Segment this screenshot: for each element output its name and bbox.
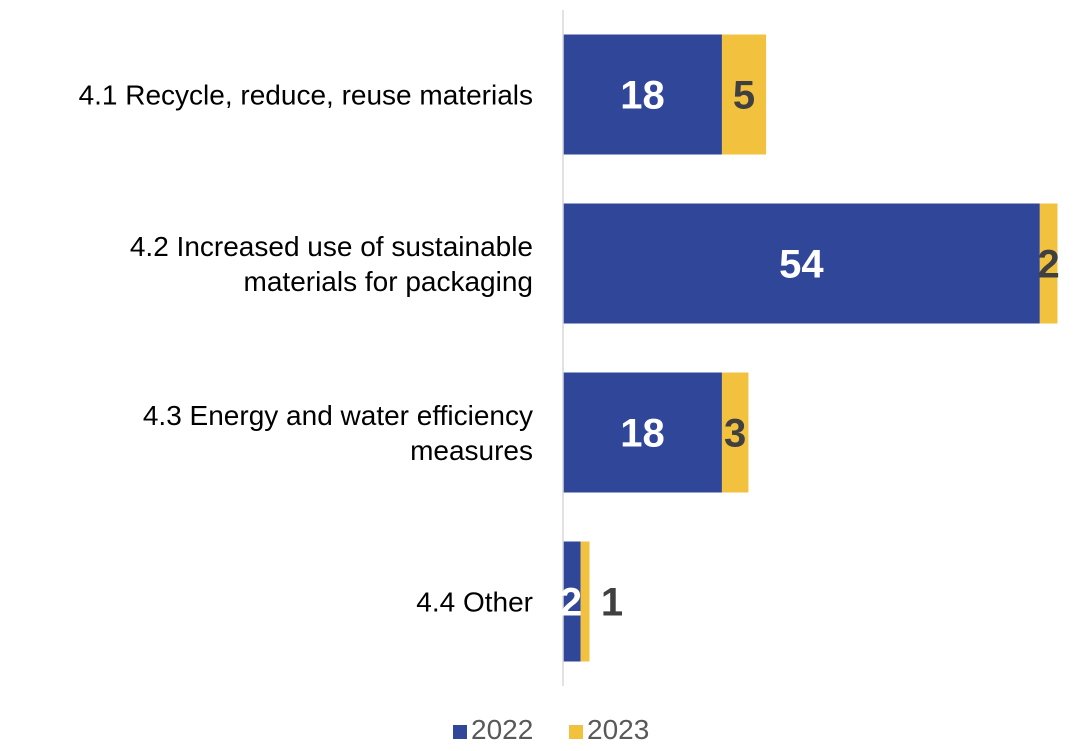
data-label-2022-1: 54 bbox=[779, 243, 824, 287]
bars-layer bbox=[563, 34, 1058, 662]
data-label-2022-3: 2 bbox=[560, 581, 582, 625]
legend: 2022 2023 bbox=[453, 714, 649, 745]
category-label-line: materials for packaging bbox=[244, 266, 533, 297]
category-label-line: 4.2 Increased use of sustainable bbox=[130, 231, 533, 262]
data-label-2023-1: 2 bbox=[1038, 243, 1060, 287]
category-labels: 4.1 Recycle, reduce, reuse materials 4.2 … bbox=[79, 80, 533, 618]
legend-swatch-2023 bbox=[569, 725, 583, 739]
data-label-2022-2: 18 bbox=[620, 412, 665, 456]
data-label-2023-2: 3 bbox=[724, 412, 746, 456]
legend-label-2023: 2023 bbox=[587, 714, 649, 745]
bar-2022-2 bbox=[563, 372, 722, 493]
bar-2022-3 bbox=[563, 541, 581, 662]
bar-2022-0 bbox=[563, 34, 722, 155]
bar-2023-3 bbox=[580, 541, 590, 662]
value-labels: 18 554 218 32 1 bbox=[560, 74, 1060, 625]
category-label: 4.1 Recycle, reduce, reuse materials bbox=[79, 80, 533, 111]
data-label-2023-3: 1 bbox=[601, 581, 623, 625]
legend-label-2022: 2022 bbox=[471, 714, 533, 745]
category-label-line: 4.3 Energy and water efficiency bbox=[143, 400, 533, 431]
category-label: 4.2 Increased use of sustainable material… bbox=[130, 231, 533, 297]
category-label-line: measures bbox=[410, 435, 533, 466]
bar-2023-0 bbox=[721, 34, 767, 155]
category-label-line: 4.4 Other bbox=[416, 587, 533, 618]
bar-2022-1 bbox=[563, 203, 1040, 324]
category-label: 4.4 Other bbox=[416, 587, 533, 618]
category-label: 4.3 Energy and water efficiency measures bbox=[143, 400, 533, 466]
data-label-2023-0: 5 bbox=[733, 74, 755, 118]
data-label-2022-0: 18 bbox=[620, 74, 665, 118]
category-label-line: 4.1 Recycle, reduce, reuse materials bbox=[79, 80, 533, 111]
bar-2023-2 bbox=[721, 372, 749, 493]
bar-2023-1 bbox=[1039, 203, 1058, 324]
legend-swatch-2022 bbox=[453, 725, 467, 739]
